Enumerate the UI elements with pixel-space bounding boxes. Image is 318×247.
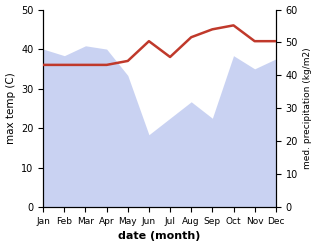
- Y-axis label: med. precipitation (kg/m2): med. precipitation (kg/m2): [303, 48, 313, 169]
- Y-axis label: max temp (C): max temp (C): [5, 72, 16, 144]
- X-axis label: date (month): date (month): [118, 231, 201, 242]
